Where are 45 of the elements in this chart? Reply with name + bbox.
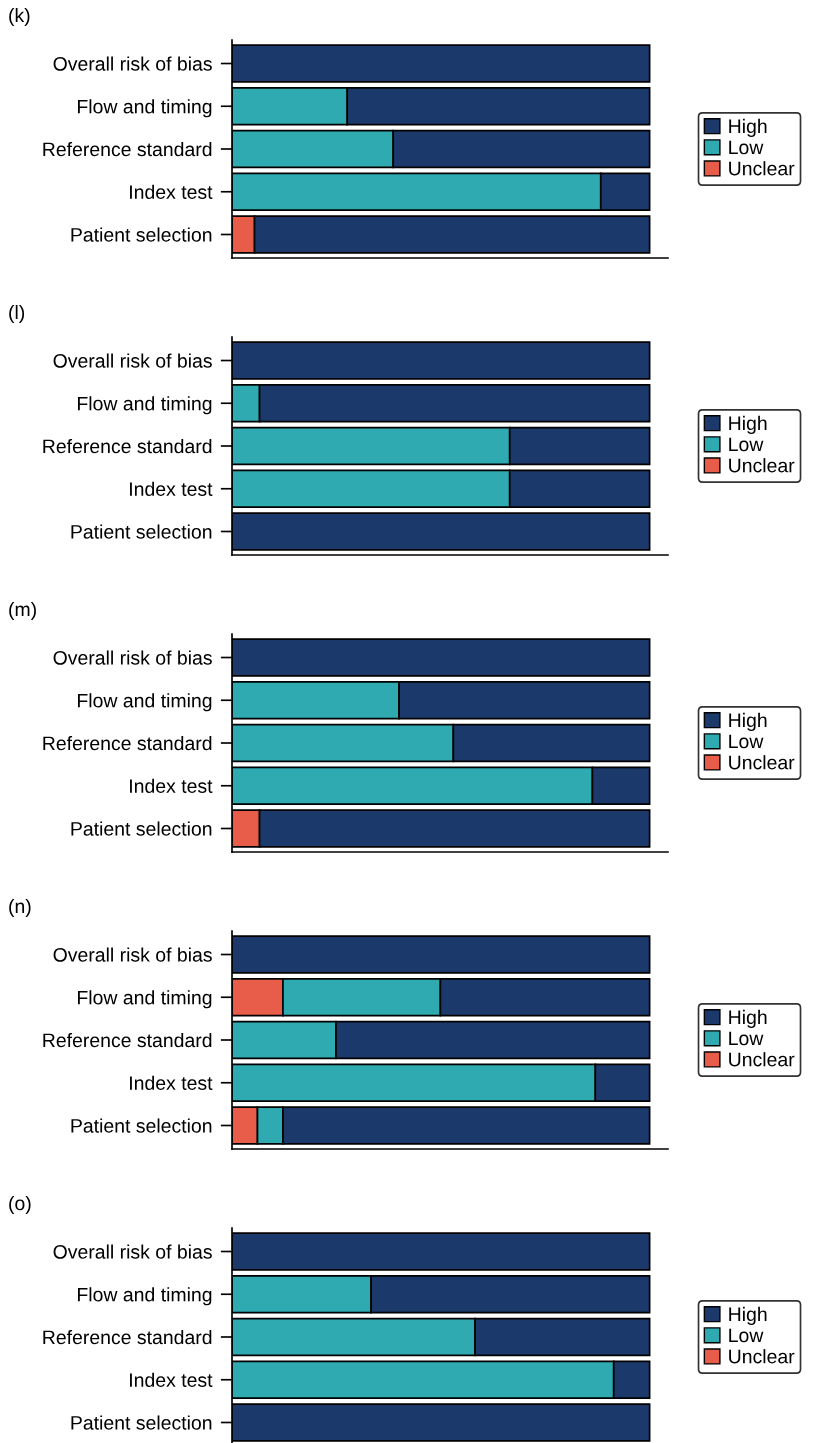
legend-label: High <box>729 118 767 137</box>
legend-label: Low <box>729 1031 764 1046</box>
y-tick-label: Overall risk of bias <box>53 650 212 665</box>
y-tick-label: Flow and timing <box>77 990 212 1009</box>
legend-label: Low <box>729 437 764 452</box>
legend-label: Low <box>729 140 764 155</box>
legend-label: High <box>729 712 767 731</box>
y-tick-label: Flow and timing <box>77 396 212 415</box>
y-tick-label: Reference standard <box>43 735 212 751</box>
text: (l) <box>9 304 25 324</box>
y-tick-label: Reference standard <box>43 1032 212 1048</box>
legend-label: High <box>729 415 767 434</box>
text: (o) <box>9 1195 31 1215</box>
y-tick-label: Reference standard <box>43 141 212 157</box>
text: (k) <box>9 7 30 27</box>
legend-label: Unclear <box>729 1052 795 1067</box>
legend-label: Low <box>729 1328 764 1343</box>
legend-label: Unclear <box>729 755 795 770</box>
y-tick-label: Index test <box>130 1075 213 1090</box>
text: (m) <box>9 601 36 621</box>
y-tick-label: Patient selection <box>71 227 212 242</box>
y-tick-label: Index test <box>130 184 213 199</box>
legend-label: High <box>729 1306 767 1325</box>
y-tick-label: Index test <box>130 778 213 793</box>
y-tick-label: Overall risk of bias <box>53 353 212 368</box>
y-tick-label: Patient selection <box>71 1118 212 1133</box>
y-tick-label: Patient selection <box>71 821 212 836</box>
y-tick-label: Patient selection <box>71 1415 212 1430</box>
y-tick-label: Overall risk of bias <box>53 56 212 71</box>
text: (n) <box>9 898 31 918</box>
legend-label: Unclear <box>729 458 795 473</box>
y-tick-label: Overall risk of bias <box>53 1244 212 1259</box>
y-tick-label: Overall risk of bias <box>53 947 212 962</box>
y-tick-label: Flow and timing <box>77 99 212 118</box>
legend-label: Unclear <box>729 1349 795 1364</box>
y-tick-label: Index test <box>130 1372 213 1387</box>
y-tick-label: Reference standard <box>43 1329 212 1345</box>
y-tick-label: Flow and timing <box>77 693 212 712</box>
legend-label: High <box>729 1009 767 1028</box>
y-tick-label: Index test <box>130 481 213 496</box>
y-tick-label: Reference standard <box>43 438 212 454</box>
y-tick-label: Flow and timing <box>77 1287 212 1306</box>
y-tick-label: Patient selection <box>71 524 212 539</box>
legend-label: Low <box>729 734 764 749</box>
legend-label: Unclear <box>729 161 795 176</box>
